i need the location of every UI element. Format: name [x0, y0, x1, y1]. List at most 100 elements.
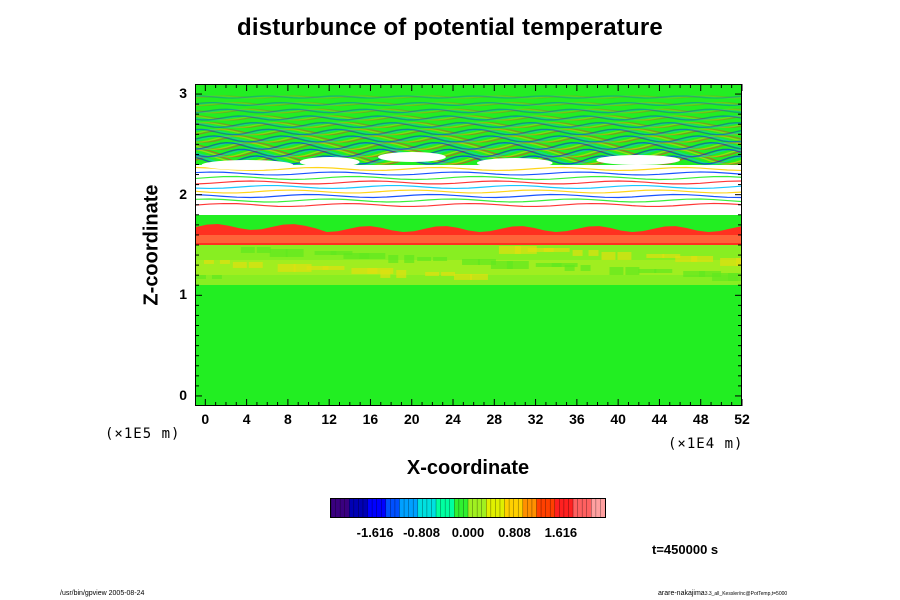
colorbar-cell	[522, 499, 528, 517]
colorbar	[330, 498, 606, 518]
mixed-patch	[441, 272, 456, 276]
mixed-patch	[699, 271, 722, 277]
colorbar-cell	[431, 499, 437, 517]
y-tick-label: 0	[179, 386, 187, 403]
colorbar-cell	[463, 499, 469, 517]
colorbar-cell	[449, 499, 455, 517]
mixed-patch	[269, 249, 288, 257]
plot-area	[195, 84, 742, 406]
colorbar-cell	[573, 499, 579, 517]
colorbar-cell	[559, 499, 565, 517]
wave-line	[196, 121, 741, 129]
wave-line	[196, 108, 741, 114]
colorbar-cell	[367, 499, 373, 517]
white-blob	[378, 152, 446, 162]
colorbar-cell	[536, 499, 542, 517]
white-blob	[299, 157, 360, 167]
mixed-patch	[380, 270, 391, 278]
x-tick-label: 0	[201, 411, 210, 427]
mixed-patch	[425, 272, 440, 276]
colorbar-cell	[550, 499, 556, 517]
x-tick-label: 4	[242, 411, 251, 427]
wave-line	[196, 108, 741, 114]
mixed-patch	[535, 263, 562, 267]
colorbar-cell	[586, 499, 592, 517]
x-tick-label: 40	[610, 411, 626, 427]
mixed-patch	[404, 255, 415, 263]
wave-line	[196, 135, 741, 143]
x-tick-label: 8	[283, 411, 292, 427]
x-tick-label: 20	[403, 411, 420, 427]
colorbar-cell	[426, 499, 432, 517]
mixed-patch	[564, 265, 575, 271]
mixed-patch	[646, 254, 665, 258]
mixed-patch	[638, 269, 657, 273]
mixed-patch	[248, 262, 263, 268]
mixed-patch	[625, 267, 640, 275]
mixed-patch	[359, 253, 386, 259]
mixed-patch	[343, 253, 370, 259]
wave-line	[196, 95, 741, 99]
stripe-line	[196, 193, 741, 199]
footer-right: arare-nakajima3.3_all_Kessler/nc@PotTemp…	[658, 590, 787, 597]
colorbar-cell	[591, 499, 597, 517]
footer-left: /usr/bin/gpview 2005-08-24	[60, 590, 145, 597]
mixed-patch	[277, 264, 296, 272]
wave-line	[196, 101, 741, 107]
mixed-patch	[506, 261, 529, 269]
colorbar-cell	[376, 499, 382, 517]
colorbar-cell	[344, 499, 350, 517]
colorbar-cell	[499, 499, 506, 517]
colorbar-cell	[394, 499, 400, 517]
x-tick-label: 12	[321, 411, 337, 427]
mixed-patch	[396, 270, 407, 278]
colorbar-cell	[340, 499, 346, 517]
mixed-patch	[351, 268, 378, 274]
y-scale-label: (×1E5 m)	[105, 426, 181, 442]
mixed-patch	[514, 246, 537, 254]
wave-line	[196, 128, 741, 136]
stripe-line	[196, 198, 741, 203]
mixed-patch	[609, 267, 624, 275]
mixed-patch	[469, 274, 488, 280]
colorbar-cell	[468, 499, 474, 517]
colorbar-cell	[568, 499, 574, 517]
stripe-line	[196, 171, 741, 176]
wave-line	[196, 121, 741, 129]
colorbar-tick-label: 0.000	[451, 525, 485, 540]
mixed-patch	[498, 246, 521, 254]
white-blob	[201, 160, 294, 170]
colorbar-cell	[372, 499, 378, 517]
mixed-patch	[736, 258, 741, 266]
colorbar-cell	[486, 499, 492, 517]
mixed-patch	[322, 266, 345, 270]
wave-line	[196, 128, 741, 136]
mixed-patch	[490, 261, 513, 269]
wave-line	[196, 135, 741, 143]
colorbar-cell	[436, 499, 442, 517]
mixed-patch	[617, 252, 632, 260]
mixed-patch	[232, 262, 247, 268]
colorbar-cell	[545, 499, 551, 517]
x-tick-label: 16	[362, 411, 379, 427]
white-blob	[596, 155, 681, 165]
colorbar-cell	[349, 499, 355, 517]
mixed-patch	[543, 248, 570, 252]
colorbar-cell	[445, 499, 451, 517]
colorbar-cell	[595, 499, 601, 517]
mixed-patch	[720, 258, 741, 266]
colorbar-cell	[577, 499, 583, 517]
wave-line	[196, 95, 741, 99]
wave-line	[196, 108, 741, 114]
wave-line	[196, 115, 741, 121]
mixed-patch	[601, 252, 616, 260]
wave-line	[196, 141, 741, 150]
x-tick-label: 32	[527, 411, 544, 427]
wave-line	[196, 115, 741, 121]
stripe-line	[196, 184, 741, 190]
region-orange-band	[196, 235, 741, 243]
colorbar-cell	[390, 499, 396, 517]
wave-line	[196, 115, 741, 121]
wave-line	[196, 121, 741, 129]
mixed-patch	[683, 271, 706, 277]
